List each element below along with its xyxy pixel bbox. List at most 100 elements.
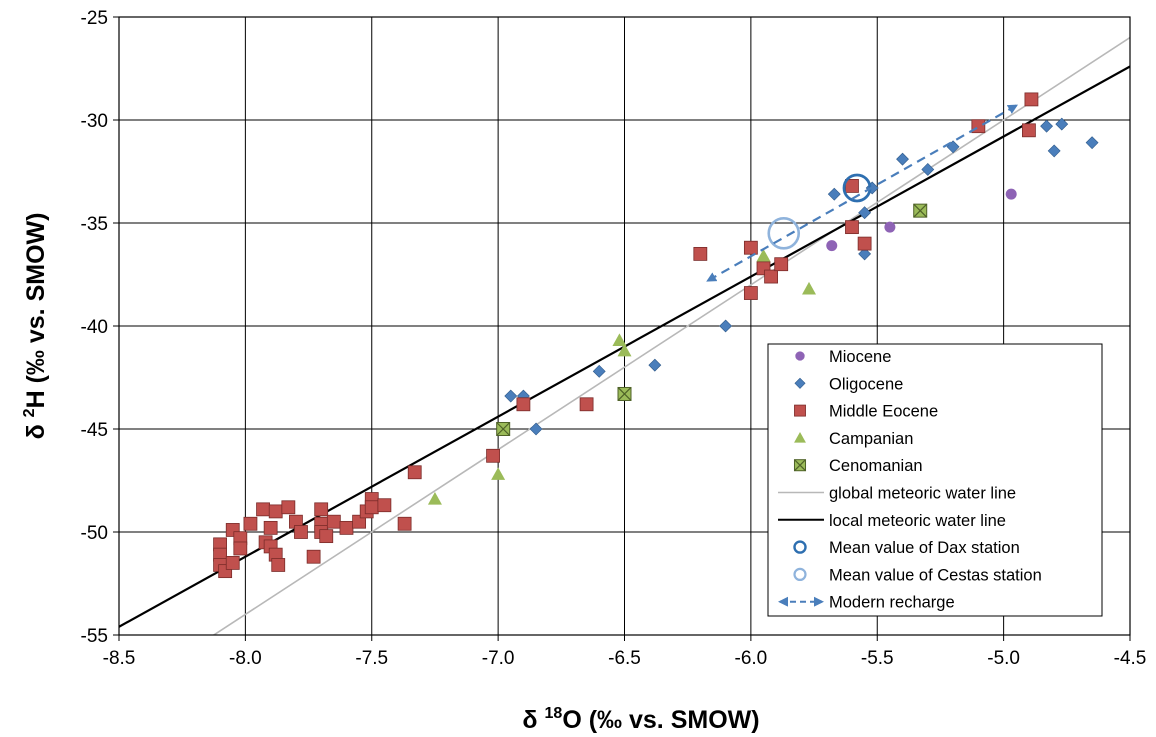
legend-cenomanian-symbol xyxy=(793,459,807,472)
legend: Miocene Oligocene Middle Eocene Campanian Ce… xyxy=(767,343,1103,617)
legend-middle-eocene-symbol xyxy=(794,404,806,417)
middle-eocene-point xyxy=(306,549,321,564)
legend-global-meteoric-water-line: global meteoric water line xyxy=(778,485,1016,503)
x-axis-title: δ 18O (‰ vs. SMOW) xyxy=(522,705,759,734)
miocene-point xyxy=(1005,188,1017,200)
y-tick-label: -25 xyxy=(81,8,108,29)
oligocene-point xyxy=(1047,144,1061,158)
legend-oligocene-label: Oligocene xyxy=(829,375,903,393)
x-axis-title-prefix: δ xyxy=(522,706,544,734)
legend-local-meteoric-water-line-label: local meteoric water line xyxy=(829,512,1006,530)
y-tick-label: -55 xyxy=(81,626,108,647)
y-axis-title-superscript: 2 xyxy=(21,408,38,417)
cenomanian-point xyxy=(617,386,632,401)
x-axis-title-superscript: 18 xyxy=(545,705,563,722)
legend-dax-station-symbol xyxy=(793,540,807,554)
legend-dax-station-label: Mean value of Dax station xyxy=(829,539,1020,557)
campanian-point xyxy=(756,248,771,262)
oligocene-point xyxy=(719,319,733,333)
middle-eocene-point xyxy=(1022,123,1036,138)
middle-eocene-point xyxy=(281,500,296,515)
x-tick-label: -7.0 xyxy=(482,648,515,669)
middle-eocene-point xyxy=(352,514,367,529)
legend-cenomanian: Cenomanian xyxy=(793,457,923,475)
campanian-point xyxy=(802,281,817,295)
middle-eocene-point xyxy=(225,556,240,570)
y-tick-label: -35 xyxy=(81,214,108,235)
campanian-point xyxy=(617,343,632,357)
legend-campanian: Campanian xyxy=(794,430,913,448)
middle-eocene-point xyxy=(256,502,270,517)
oligocene-point xyxy=(921,163,935,176)
x-tick-label: -6.0 xyxy=(735,648,768,669)
cenomanian-point xyxy=(496,422,511,436)
middle-eocene-point xyxy=(364,500,379,515)
x-tick-label: -8.5 xyxy=(103,648,136,669)
y-axis-title-suffix: H (‰ vs. SMOW) xyxy=(22,213,50,409)
middle-eocene-point xyxy=(263,520,278,535)
legend-oligocene-symbol xyxy=(794,377,806,389)
legend-miocene: Miocene xyxy=(795,348,891,366)
oligocene-point xyxy=(648,358,662,372)
y-tick-label: -45 xyxy=(81,420,108,441)
middle-eocene-point xyxy=(326,514,341,529)
legend-global-meteoric-water-line-label: global meteoric water line xyxy=(829,485,1016,503)
x-axis-title-suffix: O (‰ vs. SMOW) xyxy=(562,706,759,734)
legend-modern-recharge: Modern recharge xyxy=(778,594,955,612)
middle-eocene-point xyxy=(314,502,329,517)
legend-campanian-symbol xyxy=(794,431,806,443)
x-tick-label: -8.0 xyxy=(229,648,262,669)
legend-box xyxy=(767,343,1103,617)
legend-cestas-station-symbol xyxy=(793,567,807,582)
x-tick-label: -7.5 xyxy=(355,648,388,669)
middle-eocene-point xyxy=(243,516,258,531)
cenomanian-point xyxy=(913,203,928,218)
campanian-point xyxy=(427,492,442,505)
campanian-point xyxy=(491,467,506,480)
y-axis-title: δ 2H (‰ vs. SMOW) xyxy=(21,213,50,440)
middle-eocene-point xyxy=(1024,92,1039,107)
legend-oligocene: Oligocene xyxy=(794,375,903,393)
middle-eocene-point xyxy=(319,529,334,544)
legend-miocene-label: Miocene xyxy=(829,348,891,366)
x-tick-label: -5.5 xyxy=(861,648,894,669)
middle-eocene-point xyxy=(233,541,248,556)
legend-middle-eocene-label: Middle Eocene xyxy=(829,403,938,421)
cenomanian-cross-b xyxy=(496,422,511,436)
cenomanian-cross-b xyxy=(617,387,632,401)
middle-eocene-point xyxy=(845,220,859,235)
middle-eocene-point xyxy=(774,257,789,272)
oligocene-point xyxy=(1085,136,1099,150)
x-tick-label: -4.5 xyxy=(1114,648,1147,669)
y-tick-label: -40 xyxy=(81,317,108,338)
oligocene-point xyxy=(827,187,841,201)
middle-eocene-point xyxy=(377,498,392,513)
oligocene-point xyxy=(1040,119,1054,133)
y-tick-label: -30 xyxy=(81,111,108,132)
middle-eocene-point xyxy=(407,465,422,480)
legend-local-meteoric-water-line: local meteoric water line xyxy=(778,512,1006,530)
miocene-point xyxy=(884,221,896,233)
middle-eocene-point xyxy=(516,397,531,412)
x-axis-ticks: -8.5 -8.0 -7.5 -7.0 -6.5 -6.0 -5.5 -5.0 -4.5 xyxy=(103,635,1147,669)
oligocene-point xyxy=(504,389,518,403)
campanian-point xyxy=(612,333,627,347)
oligocene-point xyxy=(529,422,543,436)
y-tick-label: -50 xyxy=(81,523,108,544)
middle-eocene-point xyxy=(268,504,283,519)
x-tick-label: -5.0 xyxy=(987,648,1020,669)
x-tick-label: -6.5 xyxy=(608,648,641,669)
legend-cestas-station-label: Mean value of Cestas station xyxy=(829,566,1042,584)
middle-eocene-point xyxy=(579,397,594,412)
middle-eocene-point xyxy=(339,520,354,535)
legend-cenomanian-label: Cenomanian xyxy=(829,457,923,475)
cenomanian-cross-b xyxy=(794,459,806,472)
legend-miocene-symbol xyxy=(795,351,805,361)
legend-dax-station: Mean value of Dax station xyxy=(793,539,1020,557)
middle-eocene-point xyxy=(294,525,308,539)
middle-eocene-point xyxy=(743,286,758,300)
middle-eocene-point xyxy=(857,236,872,251)
y-axis-title-prefix: δ xyxy=(22,417,50,439)
legend-middle-eocene: Middle Eocene xyxy=(794,403,938,421)
